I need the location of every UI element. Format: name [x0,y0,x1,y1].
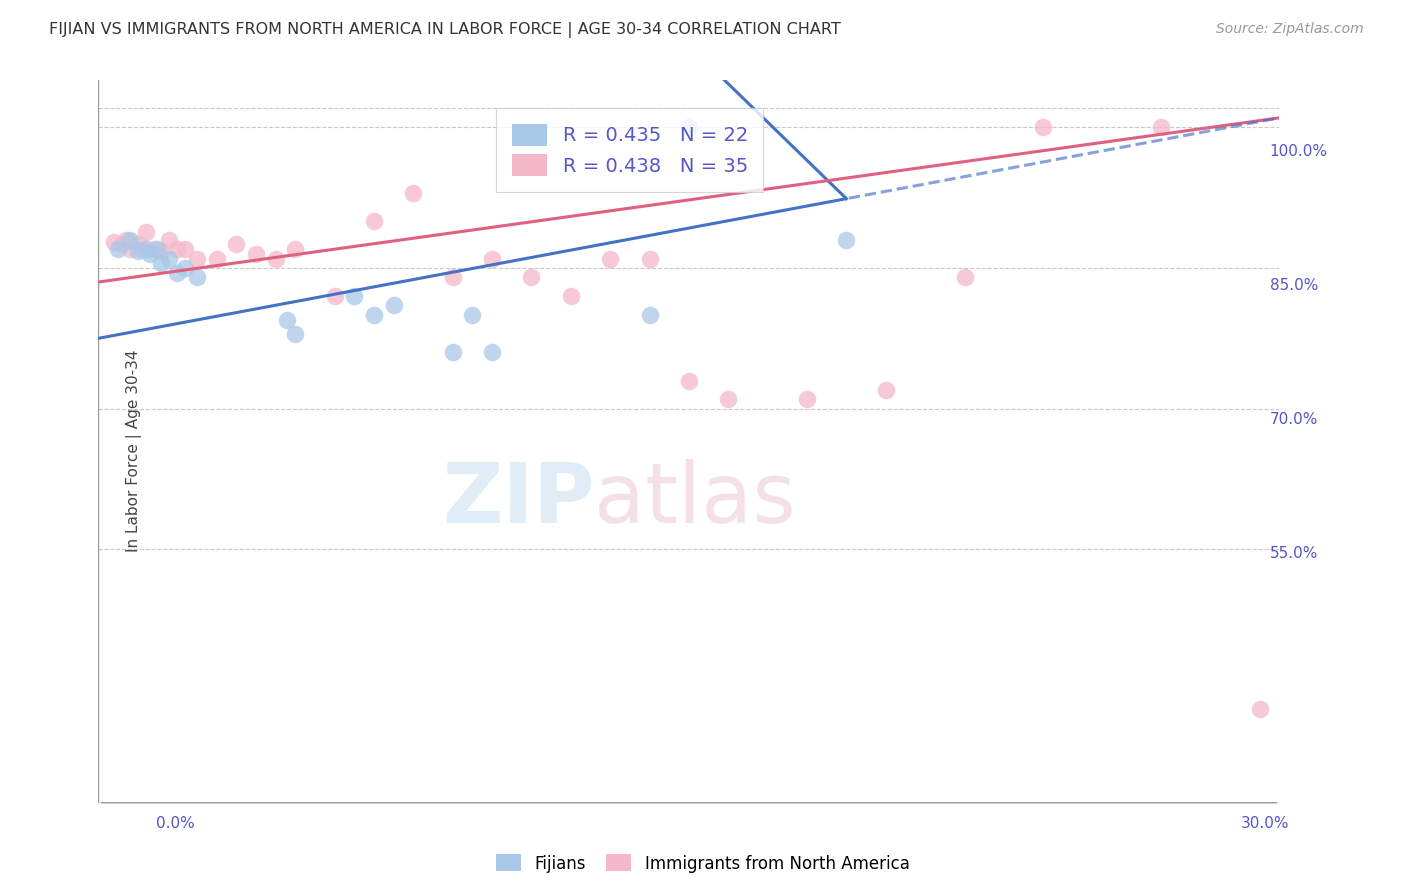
Point [103,235,125,249]
Point [382,298,405,312]
Point [402,186,425,200]
Text: 55.0%: 55.0% [1270,546,1317,560]
Point [638,252,661,266]
Point [135,225,157,239]
Point [146,242,169,256]
Point [560,289,582,303]
Text: ZIP: ZIP [441,458,595,540]
Point [157,233,180,247]
Text: FIJIAN VS IMMIGRANTS FROM NORTH AMERICA IN LABOR FORCE | AGE 30-34 CORRELATION C: FIJIAN VS IMMIGRANTS FROM NORTH AMERICA … [49,22,841,38]
Point [166,266,188,280]
Point [186,270,208,285]
Point [796,392,818,407]
Legend: Fijians, Immigrants from North America: Fijians, Immigrants from North America [489,847,917,880]
Point [481,252,503,266]
Point [284,326,307,341]
Point [276,312,298,326]
Text: 30.0%: 30.0% [1241,816,1289,831]
Point [174,242,197,256]
Point [363,308,385,322]
Point [1032,120,1054,135]
Point [127,244,149,258]
Point [150,244,173,258]
Point [363,214,385,228]
Point [118,242,141,256]
Point [441,270,464,285]
Point [150,256,173,270]
Point [284,242,307,256]
Point [264,252,287,266]
Point [138,247,160,261]
Point [166,242,188,256]
Point [225,237,247,252]
Legend: R = 0.435   N = 22, R = 0.438   N = 35: R = 0.435 N = 22, R = 0.438 N = 35 [496,108,763,192]
Point [111,237,134,252]
Point [441,345,464,359]
Point [131,242,153,256]
Point [953,270,976,285]
Point [638,308,661,322]
Point [1150,120,1173,135]
Point [115,233,138,247]
Text: 0.0%: 0.0% [156,816,195,831]
Point [717,392,740,407]
Point [678,120,700,135]
Point [461,308,484,322]
Point [481,345,503,359]
Point [157,252,180,266]
Point [323,289,346,303]
Point [174,260,197,275]
Text: 85.0%: 85.0% [1270,278,1317,293]
Point [599,252,621,266]
Point [142,242,165,256]
Text: 70.0%: 70.0% [1270,412,1317,426]
Point [1249,702,1271,716]
Point [835,233,858,247]
Point [205,252,228,266]
Point [245,247,267,261]
Text: In Labor Force | Age 30-34: In Labor Force | Age 30-34 [125,349,142,552]
Point [520,270,543,285]
Point [875,383,897,397]
Point [678,374,700,388]
Text: 100.0%: 100.0% [1270,145,1327,159]
Point [127,237,149,252]
Point [343,289,366,303]
Point [186,252,208,266]
Text: Source: ZipAtlas.com: Source: ZipAtlas.com [1216,22,1364,37]
Point [107,242,129,256]
Point [118,233,141,247]
Text: atlas: atlas [595,458,796,540]
Point [135,242,157,256]
